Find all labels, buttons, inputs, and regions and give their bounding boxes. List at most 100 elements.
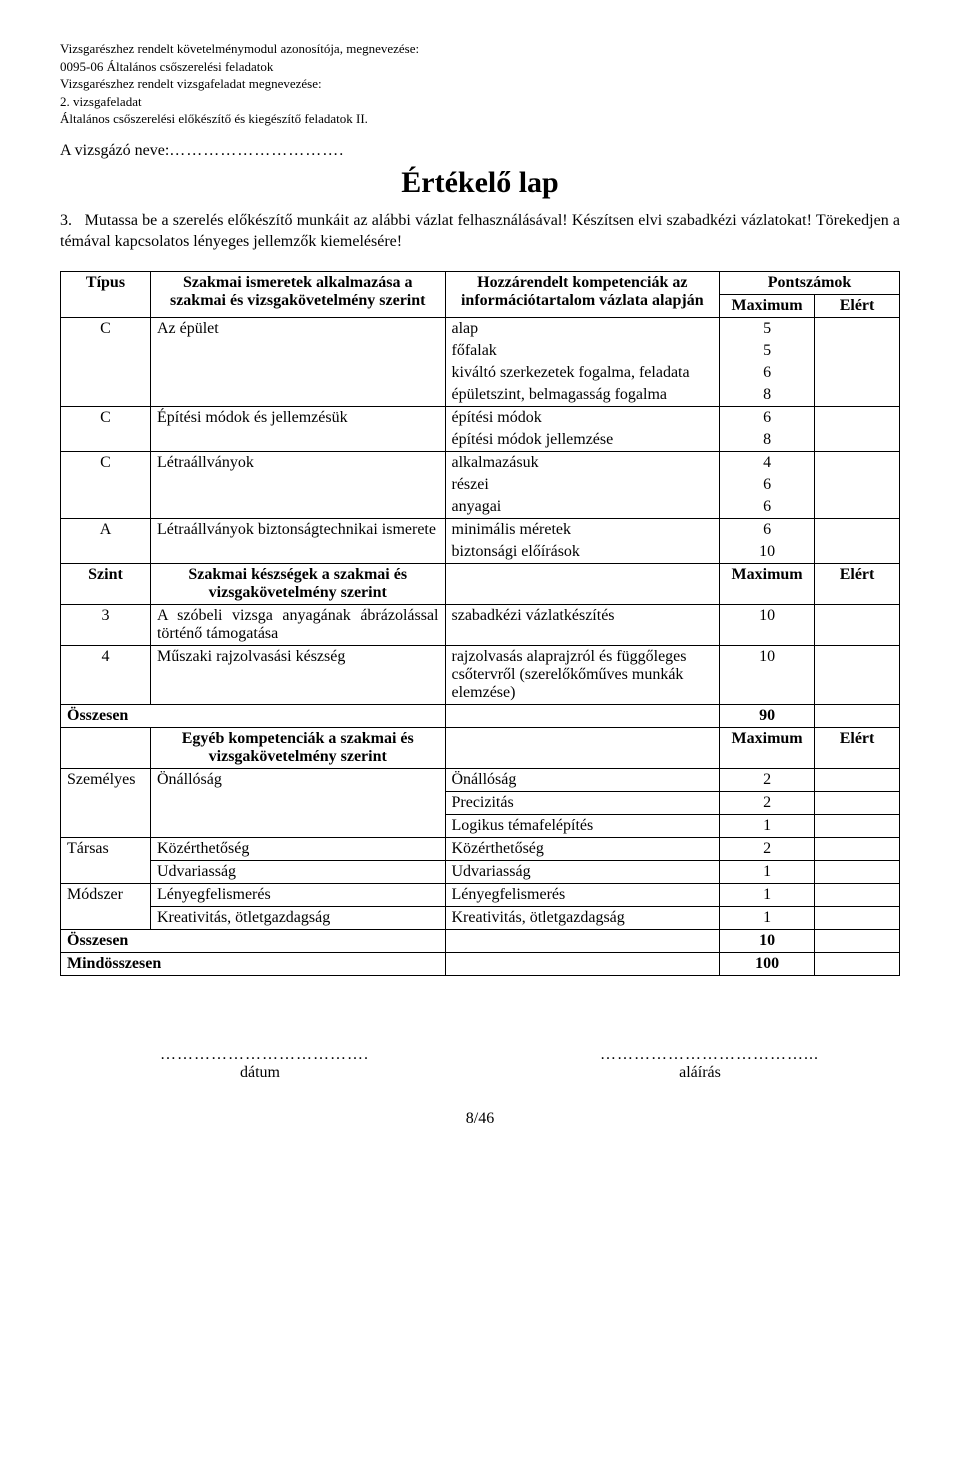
th-got: Elért xyxy=(815,727,900,768)
cell-comp: alap xyxy=(445,317,720,340)
cell-got xyxy=(815,860,900,883)
th-max: Maximum xyxy=(720,727,815,768)
cell-skill: Önállóság xyxy=(150,768,445,837)
cell-max: 5 xyxy=(720,340,815,362)
cell-max: 5 xyxy=(720,317,815,340)
signature-dots: ………………………………... xyxy=(600,1046,800,1064)
cell-skill: Kreativitás, ötletgazdagság xyxy=(150,906,445,929)
header-line: 0095-06 Általános csőszerelési feladatok xyxy=(60,58,900,76)
cell-skill: Közérthetőség xyxy=(150,837,445,860)
subtotal-max: 90 xyxy=(720,704,815,727)
th-max: Maximum xyxy=(720,294,815,317)
th-got: Elért xyxy=(815,563,900,604)
grand-total-label: Mindösszesen xyxy=(61,952,446,975)
cell-got xyxy=(815,929,900,952)
cell-got xyxy=(815,645,900,704)
cell-type: 4 xyxy=(61,645,151,704)
th-type: Típus xyxy=(61,271,151,317)
cell-type: 3 xyxy=(61,604,151,645)
cell-empty xyxy=(61,727,151,768)
table-row: C Építési módok és jellemzésük építési m… xyxy=(61,406,900,429)
cell-comp: kiváltó szerkezetek fogalma, feladata xyxy=(445,362,720,384)
header-line: Vizsgarészhez rendelt vizsgafeladat megn… xyxy=(60,75,900,93)
cell-max: 6 xyxy=(720,496,815,519)
table-row: Módszer Lényegfelismerés Lényegfelismeré… xyxy=(61,883,900,906)
section-header-row: Szint Szakmai készségek a szakmai és viz… xyxy=(61,563,900,604)
cell-got xyxy=(815,952,900,975)
signature-dots: ………………………………. xyxy=(160,1046,360,1064)
cell-comp: épületszint, belmagasság fogalma xyxy=(445,384,720,407)
candidate-name-label: A vizsgázó neve: xyxy=(60,142,169,159)
cell-skill: Az épület xyxy=(150,317,445,406)
table-row: Személyes Önállóság Önállóság 2 xyxy=(61,768,900,791)
table-row: A Létraállványok biztonságtechnikai isme… xyxy=(61,518,900,541)
cell-max: 2 xyxy=(720,791,815,814)
task-text: Mutassa be a szerelés előkészítő munkáit… xyxy=(60,212,900,251)
table-row: Kreativitás, ötletgazdagság Kreativitás,… xyxy=(61,906,900,929)
cell-type: Személyes xyxy=(61,768,151,837)
cell-got xyxy=(815,883,900,906)
th-skill-2: Szakmai készségek a szakmai és vizsgaköv… xyxy=(150,563,445,604)
subtotal-row: Összesen 90 xyxy=(61,704,900,727)
cell-max: 2 xyxy=(720,768,815,791)
cell-got xyxy=(815,406,900,451)
cell-comp: alkalmazásuk xyxy=(445,451,720,474)
table-row: C Létraállványok alkalmazásuk 4 xyxy=(61,451,900,474)
cell-empty xyxy=(445,563,720,604)
signature-sign-label: aláírás xyxy=(600,1064,800,1082)
table-row: Társas Közérthetőség Közérthetőség 2 xyxy=(61,837,900,860)
cell-skill: Létraállványok xyxy=(150,451,445,518)
name-dots: …………………………. xyxy=(169,142,344,159)
th-scores: Pontszámok xyxy=(720,271,900,294)
cell-type: C xyxy=(61,406,151,451)
cell-skill: Lényegfelismerés xyxy=(150,883,445,906)
cell-comp: biztonsági előírások xyxy=(445,541,720,564)
cell-max: 10 xyxy=(720,645,815,704)
cell-max: 8 xyxy=(720,429,815,452)
cell-max: 1 xyxy=(720,906,815,929)
subtotal-label: Összesen xyxy=(61,704,446,727)
cell-got xyxy=(815,518,900,563)
signature-sign-col: ………………………………... aláírás xyxy=(600,1046,800,1082)
grand-total-max: 100 xyxy=(720,952,815,975)
cell-skill: Építési módok és jellemzésük xyxy=(150,406,445,451)
task-number: 3. xyxy=(60,212,72,229)
cell-got xyxy=(815,814,900,837)
cell-type: Társas xyxy=(61,837,151,883)
cell-comp: szabadkézi vázlatkészítés xyxy=(445,604,720,645)
cell-comp: minimális méretek xyxy=(445,518,720,541)
cell-empty xyxy=(445,727,720,768)
cell-got xyxy=(815,451,900,518)
cell-got xyxy=(815,317,900,406)
table-row: 4 Műszaki rajzolvasási készség rajzolvas… xyxy=(61,645,900,704)
cell-comp: rajzolvasás alaprajzról és függőleges cs… xyxy=(445,645,720,704)
section-header-row: Egyéb kompetenciák a szakmai és vizsgakö… xyxy=(61,727,900,768)
signature-date-col: ………………………………. dátum xyxy=(160,1046,360,1082)
table-row: Udvariasság Udvariasság 1 xyxy=(61,860,900,883)
cell-max: 1 xyxy=(720,860,815,883)
cell-max: 6 xyxy=(720,362,815,384)
cell-skill: Műszaki rajzolvasási készség xyxy=(150,645,445,704)
cell-got xyxy=(815,837,900,860)
cell-comp: építési módok jellemzése xyxy=(445,429,720,452)
cell-comp: Logikus témafelépítés xyxy=(445,814,720,837)
cell-got xyxy=(815,791,900,814)
page-title: Értékelő lap xyxy=(60,166,900,200)
table-row: 3 A szóbeli vizsga anyagának ábrázolássa… xyxy=(61,604,900,645)
cell-max: 4 xyxy=(720,451,815,474)
cell-type: Módszer xyxy=(61,883,151,929)
cell-comp: Precizitás xyxy=(445,791,720,814)
cell-max: 6 xyxy=(720,474,815,496)
subtotal-label: Összesen xyxy=(61,929,446,952)
cell-comp: Lényegfelismerés xyxy=(445,883,720,906)
cell-max: 6 xyxy=(720,406,815,429)
th-skill-3: Egyéb kompetenciák a szakmai és vizsgakö… xyxy=(150,727,445,768)
cell-got xyxy=(815,604,900,645)
subtotal-row: Összesen 10 xyxy=(61,929,900,952)
table-row: C Az épület alap 5 xyxy=(61,317,900,340)
grand-total-row: Mindösszesen 100 xyxy=(61,952,900,975)
cell-skill: Udvariasság xyxy=(150,860,445,883)
cell-comp: építési módok xyxy=(445,406,720,429)
signature-date-label: dátum xyxy=(160,1064,360,1082)
th-got: Elért xyxy=(815,294,900,317)
